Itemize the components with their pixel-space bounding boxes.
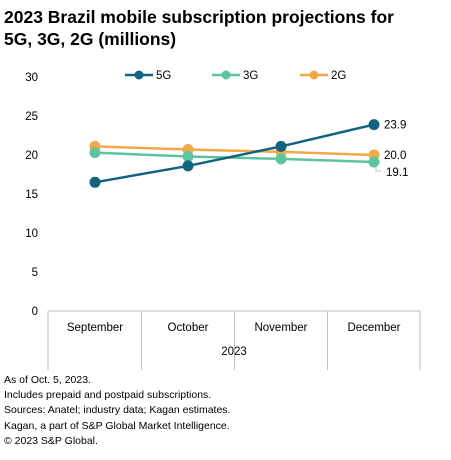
data-label-2g-december: 20.0	[384, 150, 406, 162]
legend-label-2g: 2G	[331, 70, 346, 82]
series-line-5g	[94, 123, 375, 184]
data-point-5g	[89, 176, 101, 188]
note-sources: Sources: Anatel; industry data; Kagan es…	[4, 404, 231, 417]
y-tick-label: 5	[32, 267, 38, 279]
data-point-3g	[89, 147, 101, 159]
note-scope: Includes prepaid and postpaid subscripti…	[4, 389, 212, 402]
x-tick-label: October	[168, 322, 209, 334]
x-tick-label: December	[347, 322, 400, 334]
x-tick-label: September	[67, 322, 123, 334]
data-point-3g	[275, 153, 287, 165]
legend-marker-2g	[309, 70, 319, 80]
chart-title-line-1: 2023 Brazil mobile subscription projecti…	[4, 7, 394, 27]
chart-title: 2023 Brazil mobile subscription projecti…	[4, 6, 444, 50]
data-label-leader-3g	[375, 166, 381, 172]
y-tick-label: 15	[25, 189, 38, 201]
note-copyright: © 2023 S&P Global.	[4, 434, 98, 447]
legend-label-5g: 5G	[156, 70, 171, 82]
note-date: As of Oct. 5, 2023.	[4, 374, 91, 386]
y-tick-label: 10	[25, 228, 38, 240]
data-point-3g	[368, 156, 380, 168]
chart-title-line-2: 5G, 3G, 2G (millions)	[4, 29, 177, 49]
legend-marker-5g	[134, 70, 144, 80]
data-label-5g-december: 23.9	[384, 120, 406, 132]
data-point-3g	[182, 151, 194, 163]
y-tick-label: 20	[25, 150, 38, 162]
x-axis-group-label: 2023	[221, 346, 247, 358]
y-tick-label: 25	[25, 111, 38, 123]
legend-label-3g: 3G	[243, 70, 258, 82]
series-line-2g	[94, 145, 375, 157]
data-point-5g	[182, 160, 194, 172]
y-tick-label: 0	[32, 306, 38, 318]
x-tick-label: November	[254, 322, 307, 334]
note-publisher: Kagan, a part of S&P Global Market Intel…	[4, 419, 230, 432]
y-tick-label: 30	[25, 72, 38, 84]
legend-marker-3g	[221, 70, 231, 80]
chart-notes: As of Oct. 5, 2023. Includes prepaid and…	[4, 373, 444, 449]
series-line-3g	[94, 151, 375, 164]
data-point-5g	[368, 119, 380, 131]
line-chart: 0 5 10 15 20 25 30 September October November Dece…	[25, 70, 421, 370]
data-point-5g	[275, 140, 287, 152]
data-label-3g-december: 19.1	[386, 167, 408, 179]
